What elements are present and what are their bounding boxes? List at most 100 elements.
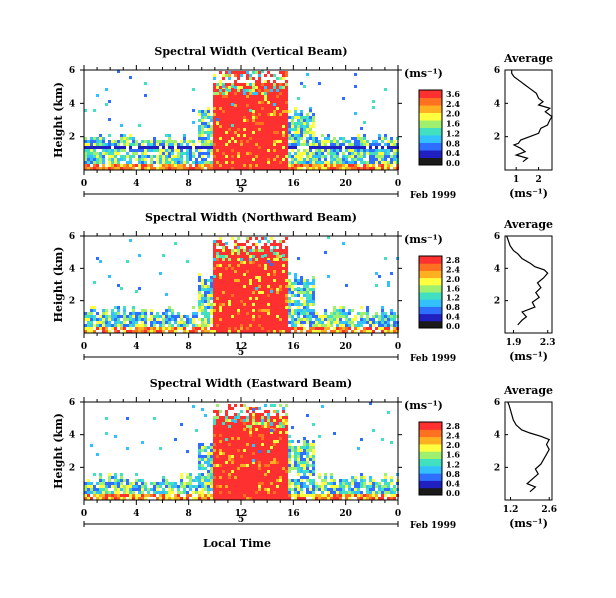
heatmap-cell (219, 98, 222, 101)
heatmap-cell (204, 110, 207, 113)
heatmap-cell (225, 479, 228, 482)
heatmap-cell (285, 140, 288, 143)
heatmap-cell (255, 327, 258, 330)
heatmap-cell (360, 155, 363, 158)
heatmap-cell (276, 464, 279, 467)
heatmap-cell (219, 294, 222, 297)
y-tick-label: 2 (69, 297, 75, 307)
heatmap-cell (255, 155, 258, 158)
heatmap-cell (288, 300, 291, 303)
heatmap-cell (345, 312, 348, 315)
heatmap-cell (213, 306, 216, 309)
heatmap-cell (252, 444, 255, 447)
heatmap-cell (279, 155, 282, 158)
heatmap-cell (258, 161, 261, 164)
heatmap-cell (102, 491, 105, 494)
heatmap-cell (120, 473, 123, 476)
heatmap-cell (234, 482, 237, 485)
heatmap-cell (267, 312, 270, 315)
heatmap-cell (210, 297, 213, 300)
heatmap-cell (201, 476, 204, 479)
heatmap-cell (357, 149, 360, 152)
heatmap-cell (237, 467, 240, 470)
heatmap-cell (255, 71, 258, 74)
heatmap-cell (246, 167, 249, 170)
heatmap-cell (216, 146, 219, 149)
heatmap-cell (258, 240, 261, 243)
heatmap-cell (237, 119, 240, 122)
heatmap-cell (87, 315, 90, 318)
heatmap-cell (234, 315, 237, 318)
heatmap-cell (255, 321, 258, 324)
heatmap-cell (333, 330, 336, 333)
heatmap-cell (93, 318, 96, 321)
heatmap-cell (201, 128, 204, 131)
heatmap-cell (123, 134, 126, 137)
heatmap-cell (231, 131, 234, 134)
heatmap-cell (276, 294, 279, 297)
heatmap-cell (243, 470, 246, 473)
heatmap-cell (237, 122, 240, 125)
heatmap-cell (279, 246, 282, 249)
heatmap-cell (147, 330, 150, 333)
heatmap-cell (312, 143, 315, 146)
heatmap-cell (255, 312, 258, 315)
heatmap-cell (252, 252, 255, 255)
heatmap-cell (234, 240, 237, 243)
heatmap-cell (381, 312, 384, 315)
heatmap-cell (276, 485, 279, 488)
heatmap-cell (354, 143, 357, 146)
heatmap-cell (234, 306, 237, 309)
heatmap-cell (198, 309, 201, 312)
heatmap-cell (372, 324, 375, 327)
heatmap-cell (171, 318, 174, 321)
heatmap-cell (162, 488, 165, 491)
heatmap-cell (216, 98, 219, 101)
heatmap-cell (264, 254, 267, 257)
heatmap-cell (96, 494, 99, 497)
heatmap-cell (378, 321, 381, 324)
heatmap-cell (267, 419, 270, 422)
heatmap-cell (144, 327, 147, 330)
heatmap-cell (186, 324, 189, 327)
heatmap-cell (249, 443, 252, 446)
heatmap-cell (381, 306, 384, 309)
avg-x-tick-label: 1.2 (503, 505, 519, 515)
heatmap-cell (249, 413, 252, 416)
heatmap-cell (237, 324, 240, 327)
heatmap-cell (111, 476, 114, 479)
heatmap-cell (261, 143, 264, 146)
heatmap-cell (285, 452, 288, 455)
heatmap-cell (390, 164, 393, 167)
heatmap-cell (132, 152, 135, 155)
heatmap-cell (117, 152, 120, 155)
heatmap-cell (180, 318, 183, 321)
heatmap-cell (228, 425, 231, 428)
heatmap-cell (267, 446, 270, 449)
heatmap-cell (342, 327, 345, 330)
heatmap-cell (318, 146, 321, 149)
heatmap-cell (261, 134, 264, 137)
heatmap-cell (372, 321, 375, 324)
heatmap-cell (198, 291, 201, 294)
heatmap-cell (267, 413, 270, 416)
heatmap-cell (240, 494, 243, 497)
heatmap-cell (261, 149, 264, 152)
heatmap-cell (237, 149, 240, 152)
heatmap-cell (387, 330, 390, 333)
heatmap-cell (105, 103, 108, 106)
heatmap-cell (279, 240, 282, 243)
heatmap-cell (198, 464, 201, 467)
colorbar-segment (419, 473, 442, 481)
heatmap-cell (219, 161, 222, 164)
y-tick-label: 4 (69, 264, 75, 274)
heatmap-cell (138, 254, 141, 257)
heatmap-cell (252, 416, 255, 419)
heatmap-cell (219, 410, 222, 413)
heatmap-cell (345, 161, 348, 164)
heatmap-cell (234, 267, 237, 270)
heatmap-cell (240, 149, 243, 152)
heatmap-cell (216, 330, 219, 333)
heatmap-cell (231, 134, 234, 137)
heatmap-cell (336, 491, 339, 494)
